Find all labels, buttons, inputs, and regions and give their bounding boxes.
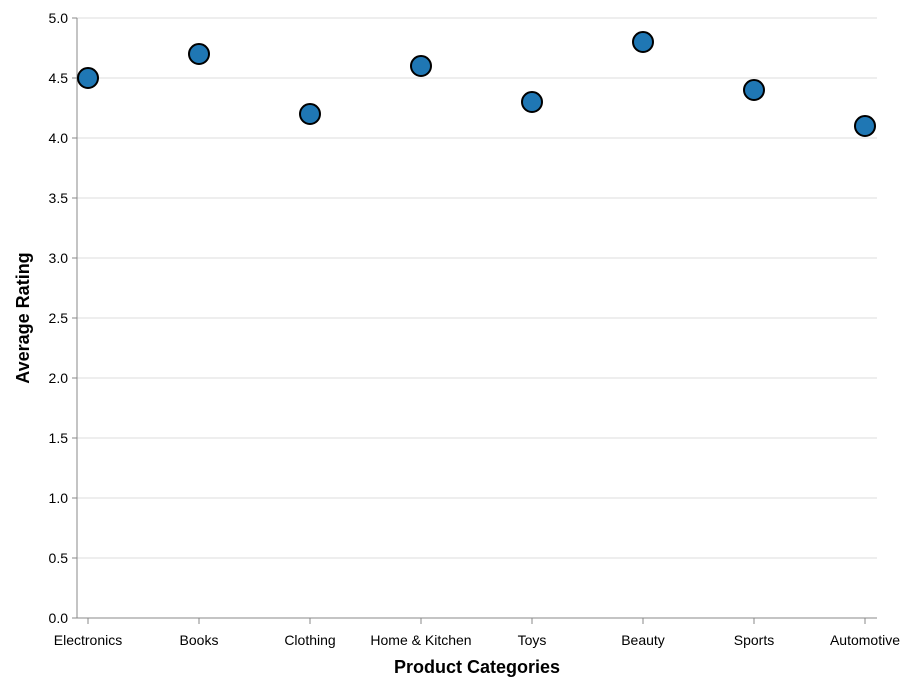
y-tick-label: 2.5: [49, 310, 69, 326]
x-tick-label: Clothing: [284, 632, 335, 648]
data-point: [410, 55, 432, 77]
y-tick-label: 0.0: [49, 610, 69, 626]
x-tick-label: Home & Kitchen: [370, 632, 471, 648]
x-tick-label: Automotive: [830, 632, 900, 648]
x-tick-label: Electronics: [54, 632, 122, 648]
y-tick-label: 5.0: [49, 10, 69, 26]
x-tick-label: Toys: [518, 632, 547, 648]
x-tick-label: Books: [180, 632, 219, 648]
data-point: [854, 115, 876, 137]
y-tick-label: 4.0: [49, 130, 69, 146]
data-point: [521, 91, 543, 113]
y-tick-label: 0.5: [49, 550, 69, 566]
data-point: [188, 43, 210, 65]
y-tick-label: 1.0: [49, 490, 69, 506]
x-tick-label: Beauty: [621, 632, 665, 648]
y-tick-label: 3.5: [49, 190, 69, 206]
x-axis-title: Product Categories: [394, 657, 560, 677]
x-axis-ticks: Electronics Books Clothing Home & Kitchen To…: [54, 618, 900, 648]
data-point: [632, 31, 654, 53]
data-point: [77, 67, 99, 89]
x-tick-label: Sports: [734, 632, 774, 648]
y-tick-label: 1.5: [49, 430, 69, 446]
data-point: [743, 79, 765, 101]
y-axis-title: Average Rating: [13, 252, 33, 383]
grid-lines: [77, 17, 877, 619]
data-point: [299, 103, 321, 125]
y-tick-label: 2.0: [49, 370, 69, 386]
y-axis-ticks: 0.0 0.5 1.0 1.5 2.0 2.5 3.0 3.5 4.0 4.5 5.0: [49, 10, 77, 626]
data-points: [77, 31, 876, 137]
y-tick-label: 3.0: [49, 250, 69, 266]
y-tick-label: 4.5: [49, 70, 69, 86]
